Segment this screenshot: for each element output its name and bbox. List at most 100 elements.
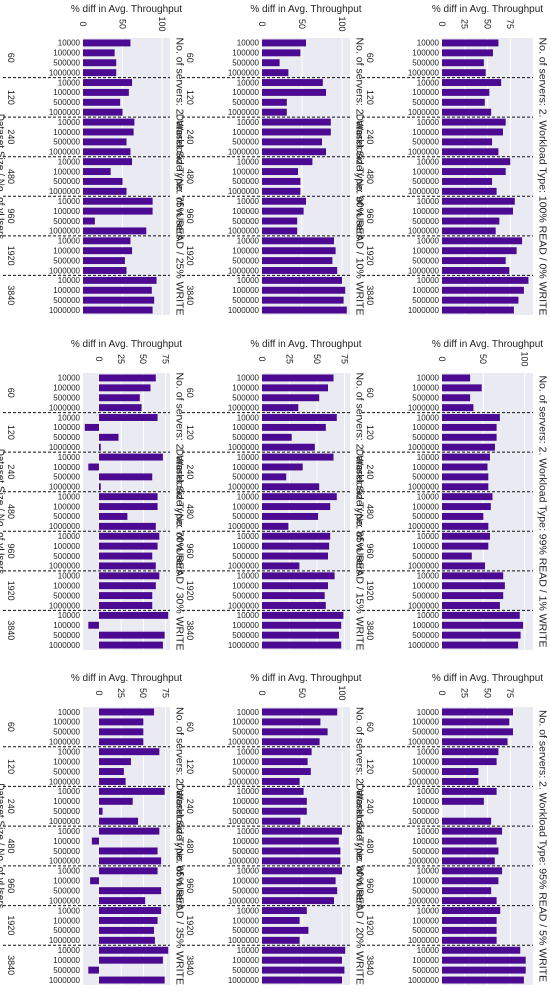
category-label: 500000	[232, 728, 259, 737]
category-label: 100000	[232, 718, 259, 727]
bar	[83, 49, 115, 57]
x-tick-label: 25	[116, 688, 126, 698]
category-label: 1000000	[49, 936, 81, 945]
category-label: 100000	[53, 797, 80, 806]
bar	[262, 296, 344, 304]
category-label: 500000	[232, 886, 259, 895]
bar	[262, 187, 301, 195]
x-tick-label: 100	[157, 16, 167, 31]
category-label: 500000	[232, 433, 259, 442]
category-label: 10000	[58, 197, 81, 206]
category-label: 500000	[232, 177, 259, 186]
bar	[442, 748, 499, 756]
category-label: 1000000	[49, 227, 81, 236]
category-label: 100000	[53, 837, 80, 846]
category-label: 500000	[412, 966, 439, 975]
bar	[83, 267, 127, 274]
category-label: 1000000	[408, 936, 440, 945]
category-label: 10000	[58, 276, 81, 285]
category-label: 10000	[417, 867, 440, 876]
category-label: 100000	[232, 837, 259, 846]
category-label: 1000000	[228, 227, 260, 236]
category-label: 10000	[417, 787, 440, 796]
bar	[98, 728, 144, 736]
category-label: 10000	[58, 787, 81, 796]
bar	[88, 621, 99, 629]
bar	[262, 59, 280, 67]
category-label: 100000	[53, 502, 80, 511]
bar	[262, 276, 342, 284]
category-label: 100000	[412, 463, 439, 472]
x-tick-label: 75	[339, 354, 349, 364]
bar	[262, 433, 292, 441]
bar	[442, 237, 523, 245]
bar	[442, 394, 471, 402]
bar	[262, 414, 337, 421]
bar	[98, 522, 156, 530]
category-label: 1000000	[49, 641, 81, 650]
x-axis-label: % diff in Avg. Throughput	[71, 673, 182, 684]
group-label: 480	[185, 169, 195, 184]
category-label: 1000000	[408, 522, 440, 531]
category-label: 500000	[53, 886, 80, 895]
bar	[442, 758, 497, 766]
bar	[442, 286, 524, 294]
category-label: 500000	[232, 217, 259, 226]
category-label: 10000	[58, 118, 81, 127]
bar	[442, 88, 490, 96]
category-label: 100000	[53, 286, 80, 295]
category-label: 100000	[232, 384, 259, 393]
category-label: 500000	[53, 728, 80, 737]
category-label: 100000	[232, 581, 259, 590]
category-label: 100000	[53, 956, 80, 965]
category-label: 1000000	[49, 306, 81, 315]
category-label: 10000	[417, 78, 440, 87]
bar	[98, 503, 158, 511]
category-label: 100000	[412, 542, 439, 551]
category-label: 10000	[58, 413, 81, 422]
group-label: 480	[6, 169, 16, 184]
bar	[262, 582, 328, 590]
bar	[83, 128, 134, 136]
bar	[83, 217, 95, 225]
category-label: 1000000	[408, 738, 440, 747]
group-label: 1920	[6, 581, 16, 601]
category-label: 500000	[232, 59, 259, 68]
category-label: 10000	[58, 747, 81, 756]
bar	[83, 59, 117, 67]
category-label: 500000	[53, 98, 80, 107]
bar	[262, 956, 342, 964]
bar	[442, 374, 471, 382]
bar	[98, 956, 163, 964]
bar	[262, 197, 306, 205]
category-label: 500000	[232, 98, 259, 107]
category-label: 1000000	[408, 68, 440, 77]
category-label: 10000	[237, 747, 260, 756]
bar	[262, 857, 341, 865]
bar	[442, 887, 492, 895]
group-label: 60	[365, 53, 375, 63]
category-label: 1000000	[408, 306, 440, 315]
bar	[262, 817, 301, 825]
bar	[262, 758, 308, 766]
group-label: 60	[6, 722, 16, 732]
x-axis-label: % diff in Avg. Throughput	[71, 4, 182, 15]
bar	[98, 807, 103, 815]
bar	[98, 946, 169, 954]
y-axis-label: Dataset Size / No. of vUsers	[174, 114, 185, 240]
group-label: 960	[365, 878, 375, 893]
category-label: 10000	[417, 118, 440, 127]
group-label: 3840	[185, 955, 195, 975]
bar	[442, 708, 513, 716]
bar	[442, 592, 504, 600]
bar	[83, 168, 111, 176]
bar	[262, 877, 336, 885]
category-label: 10000	[417, 906, 440, 915]
category-label: 500000	[412, 296, 439, 305]
category-label: 500000	[412, 552, 439, 561]
bar	[98, 414, 158, 421]
bar	[262, 837, 339, 845]
group-label: 120	[185, 90, 195, 105]
group-label: 1920	[365, 246, 375, 266]
